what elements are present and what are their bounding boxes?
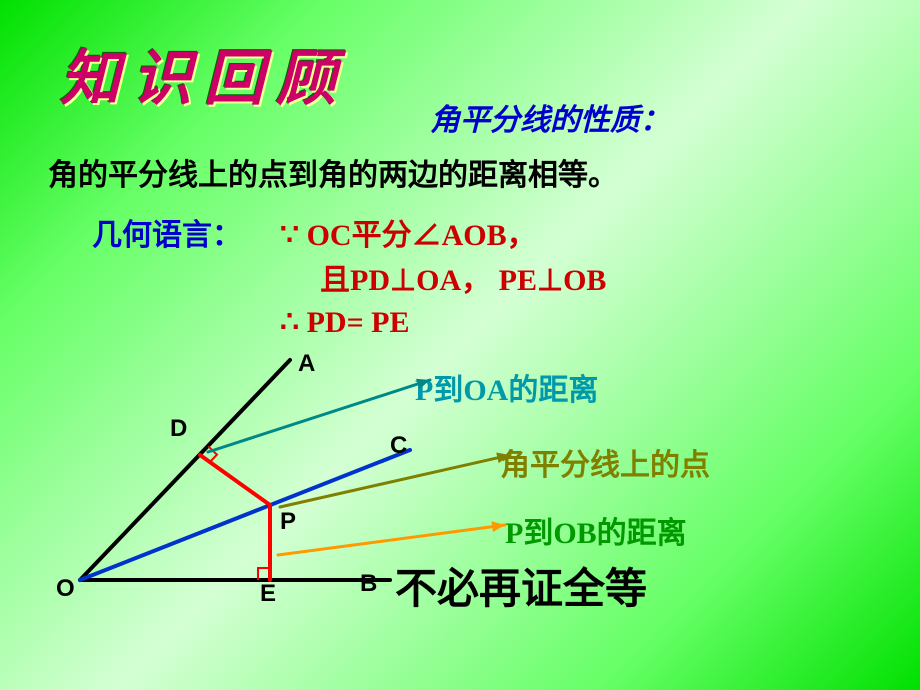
- point-e-label: E: [260, 580, 276, 608]
- given-line-1: ∵ OC平分∠AOB，: [280, 210, 537, 254]
- point-p-label: P: [280, 508, 296, 536]
- diagram-svg: [50, 350, 550, 650]
- subtitle: 角平分线的性质：: [430, 95, 670, 139]
- point-a-label: A: [298, 350, 315, 378]
- geometry-diagram: O A B C D E P: [50, 350, 450, 650]
- geometry-label: 几何语言：: [92, 210, 242, 254]
- given-line-2: 且PD⊥OA， PE⊥OB: [320, 255, 606, 299]
- point-o-label: O: [56, 575, 75, 603]
- point-b-label: B: [360, 570, 377, 598]
- theorem-text: 角的平分线上的点到角的两边的距离相等。: [48, 150, 618, 194]
- page-title: 知识回顾: [60, 30, 348, 117]
- point-d-label: D: [170, 415, 187, 443]
- point-c-label: C: [390, 432, 407, 460]
- conclusion-line: ∴ PD= PE: [280, 305, 410, 340]
